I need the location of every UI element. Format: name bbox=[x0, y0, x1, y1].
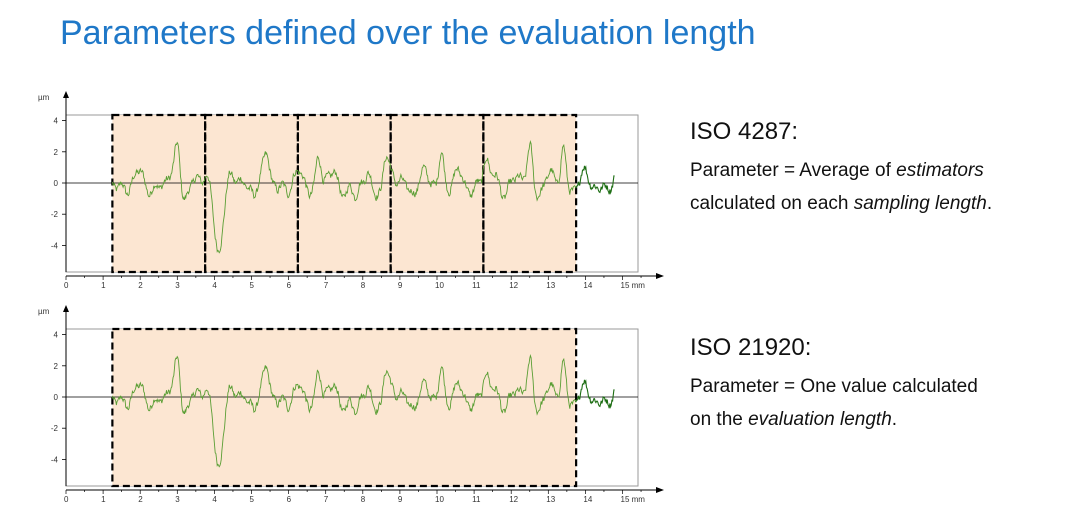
x-tick-label: 2 bbox=[138, 281, 143, 290]
description-line-2: calculated on each sampling length. bbox=[690, 187, 992, 220]
x-tick-label: 8 bbox=[361, 495, 366, 504]
emphasis-text: sampling length bbox=[853, 193, 987, 214]
x-tick-label: 6 bbox=[287, 495, 292, 504]
region-shading bbox=[112, 115, 206, 272]
sampling-length-box bbox=[111, 327, 578, 488]
x-tick-label: 3 bbox=[175, 281, 180, 290]
x-tick-label: 11 bbox=[472, 495, 481, 504]
x-tick-label: 12 bbox=[509, 495, 518, 504]
y-axis-unit: µm bbox=[38, 307, 50, 316]
region-shading bbox=[390, 115, 484, 272]
y-tick-label: 0 bbox=[54, 179, 59, 188]
sampling-length-box bbox=[482, 113, 578, 274]
x-tick-label: 14 bbox=[583, 495, 592, 504]
y-axis-arrow bbox=[63, 305, 69, 312]
x-axis-arrow bbox=[656, 487, 664, 493]
emphasis-text: evaluation length bbox=[748, 409, 892, 430]
y-tick-label: -4 bbox=[51, 241, 59, 250]
x-tick-label: 4 bbox=[212, 281, 217, 290]
y-tick-label: -2 bbox=[51, 210, 59, 219]
description-line-2: on the evaluation length. bbox=[690, 403, 978, 436]
x-tick-label: 7 bbox=[324, 495, 329, 504]
x-tick-label: 1 bbox=[101, 495, 106, 504]
description-iso21920: ISO 21920: Parameter = One value calcula… bbox=[690, 334, 978, 436]
y-tick-label: 2 bbox=[54, 362, 59, 371]
y-axis-arrow bbox=[63, 91, 69, 98]
y-tick-label: 4 bbox=[54, 331, 59, 340]
text: calculated on each bbox=[690, 193, 854, 214]
x-tick-label: 5 bbox=[250, 495, 255, 504]
profile-line-outside bbox=[575, 379, 615, 409]
x-tick-label: 3 bbox=[175, 495, 180, 504]
text: . bbox=[891, 409, 898, 430]
y-tick-label: 2 bbox=[54, 148, 59, 157]
x-tick-label: 13 bbox=[546, 281, 555, 290]
chart-iso21920: µm 4 2 0 -2 -4 0 1 2 3 4 5 6 7 8 9 10 11 12 13 14 15 mm bbox=[30, 302, 675, 517]
profile-line bbox=[111, 353, 577, 468]
text: . bbox=[986, 193, 993, 214]
y-tick-label: 0 bbox=[54, 393, 59, 402]
x-tick-label: 0 bbox=[64, 495, 69, 504]
description-iso4287: ISO 4287: Parameter = Average of estimat… bbox=[690, 118, 992, 220]
x-tick-label: 10 bbox=[435, 281, 444, 290]
y-tick-label: -2 bbox=[51, 424, 59, 433]
text: Parameter = One value calculated bbox=[690, 376, 978, 397]
region-shading bbox=[297, 115, 391, 272]
x-tick-label: 13 bbox=[546, 495, 555, 504]
slide-title: Parameters defined over the evaluation l… bbox=[60, 14, 756, 52]
x-tick-label: 1 bbox=[101, 281, 106, 290]
y-tick-label: 4 bbox=[54, 117, 59, 126]
x-tick-label: 11 bbox=[472, 281, 481, 290]
x-tick-label: 5 bbox=[250, 281, 255, 290]
standard-label: ISO 21920: bbox=[690, 334, 812, 361]
profile-line bbox=[111, 139, 577, 254]
region-shading bbox=[483, 115, 577, 272]
description-line-1: Parameter = One value calculated bbox=[690, 370, 978, 403]
y-tick-label: -4 bbox=[51, 455, 59, 464]
x-tick-label: 10 bbox=[435, 495, 444, 504]
x-tick-label: 9 bbox=[398, 281, 403, 290]
x-tick-label: 9 bbox=[398, 495, 403, 504]
standard-label: ISO 4287: bbox=[690, 118, 799, 145]
x-tick-label: 8 bbox=[361, 281, 366, 290]
x-tick-label: 14 bbox=[583, 281, 592, 290]
x-tick-label: 15 mm bbox=[621, 495, 646, 504]
x-tick-label: 7 bbox=[324, 281, 329, 290]
x-tick-label: 12 bbox=[509, 281, 518, 290]
x-tick-label: 15 mm bbox=[621, 281, 646, 290]
x-tick-label: 4 bbox=[212, 495, 217, 504]
y-axis-unit: µm bbox=[38, 93, 50, 102]
region-shading bbox=[205, 115, 298, 272]
description-line-1: Parameter = Average of estimators bbox=[690, 154, 992, 187]
emphasis-text: estimators bbox=[896, 160, 984, 181]
x-axis-arrow bbox=[656, 273, 664, 279]
x-tick-label: 0 bbox=[64, 281, 69, 290]
chart-iso4287: µm 4 2 0 -2 -4 0 1 2 3 4 5 6 7 8 9 10 11 12 13 14 15 mm bbox=[30, 88, 675, 303]
x-tick-label: 2 bbox=[138, 495, 143, 504]
x-tick-label: 6 bbox=[287, 281, 292, 290]
profile-line-outside bbox=[575, 165, 615, 195]
region-shading bbox=[112, 329, 577, 486]
text: Parameter = Average of bbox=[690, 160, 897, 181]
text: on the bbox=[690, 409, 749, 430]
